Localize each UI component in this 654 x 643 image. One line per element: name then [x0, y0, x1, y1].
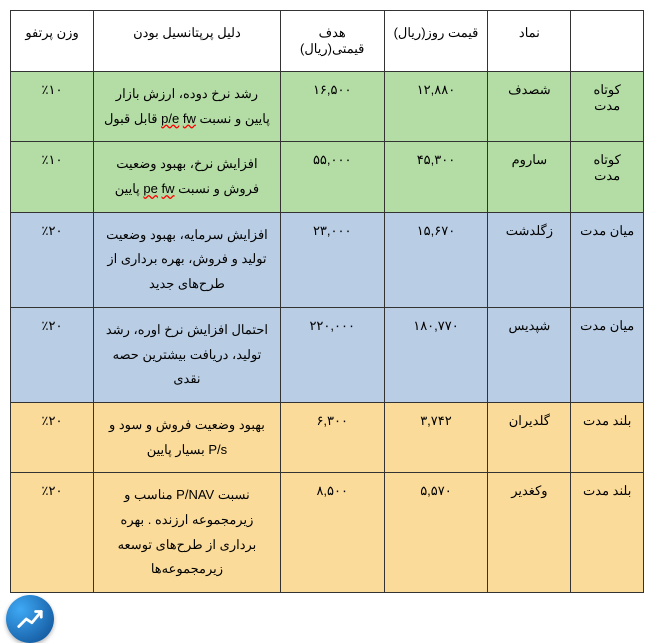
cell-reason: رشد نرخ دوده، ارزش بازار پایین و نسبت p/… [94, 72, 281, 142]
reason-text: افزایش سرمایه، بهبود وضعیت تولید و فروش،… [102, 223, 272, 297]
table-row: کوتاه مدتساروم۴۵,۳۰۰۵۵,۰۰۰افزایش نرخ، به… [11, 142, 644, 212]
cell-day-price: ۴۵,۳۰۰ [384, 142, 488, 212]
cell-target-price: ۵۵,۰۰۰ [280, 142, 384, 212]
header-term [571, 11, 644, 72]
cell-term: میان مدت [571, 307, 644, 402]
cell-weight: ٪۲۰ [11, 473, 94, 593]
cell-symbol: شصدف [488, 72, 571, 142]
chart-arrow-icon [15, 604, 45, 634]
cell-target-price: ۱۶,۵۰۰ [280, 72, 384, 142]
cell-term: میان مدت [571, 212, 644, 307]
reason-text: نسبت P/NAV مناسب و زیرمجموعه ارزنده . به… [102, 483, 272, 582]
reason-text: بهبود وضعیت فروش و سود و P/s بسیار پایین [102, 413, 272, 462]
table-row: بلند مدتگلدیران۳,۷۴۲۶,۳۰۰بهبود وضعیت فرو… [11, 402, 644, 472]
cell-target-price: ۸,۵۰۰ [280, 473, 384, 593]
header-target-price: هدف قیمتی(ریال) [280, 11, 384, 72]
table-row: کوتاه مدتشصدف۱۲,۸۸۰۱۶,۵۰۰رشد نرخ دوده، ا… [11, 72, 644, 142]
cell-symbol: وکغدیر [488, 473, 571, 593]
header-day-price: قیمت روز(ریال) [384, 11, 488, 72]
table-row: میان مدتزگلدشت۱۵,۶۷۰۲۳,۰۰۰افزایش سرمایه،… [11, 212, 644, 307]
cell-target-price: ۲۳,۰۰۰ [280, 212, 384, 307]
cell-weight: ٪۱۰ [11, 142, 94, 212]
table-row: میان مدتشپدیس۱۸۰,۷۷۰۲۲۰,۰۰۰احتمال افزایش… [11, 307, 644, 402]
header-symbol: نماد [488, 11, 571, 72]
cell-day-price: ۳,۷۴۲ [384, 402, 488, 472]
table-row: بلند مدتوکغدیر۵,۵۷۰۸,۵۰۰نسبت P/NAV مناسب… [11, 473, 644, 593]
cell-weight: ٪۱۰ [11, 72, 94, 142]
cell-term: بلند مدت [571, 473, 644, 593]
cell-term: بلند مدت [571, 402, 644, 472]
cell-reason: بهبود وضعیت فروش و سود و P/s بسیار پایین [94, 402, 281, 472]
header-reason: دلیل پرپتانسیل بودن [94, 11, 281, 72]
cell-reason: نسبت P/NAV مناسب و زیرمجموعه ارزنده . به… [94, 473, 281, 593]
reason-text: احتمال افزایش نرخ اوره، رشد تولید، دریاف… [102, 318, 272, 392]
cell-weight: ٪۲۰ [11, 307, 94, 402]
cell-day-price: ۵,۵۷۰ [384, 473, 488, 593]
reason-text: افزایش نرخ، بهبود وضعیت فروش و نسبت pe f… [102, 152, 272, 201]
cell-weight: ٪۲۰ [11, 212, 94, 307]
header-row: نماد قیمت روز(ریال) هدف قیمتی(ریال) دلیل… [11, 11, 644, 72]
cell-target-price: ۲۲۰,۰۰۰ [280, 307, 384, 402]
cell-reason: افزایش نرخ، بهبود وضعیت فروش و نسبت pe f… [94, 142, 281, 212]
reason-text: رشد نرخ دوده، ارزش بازار پایین و نسبت p/… [102, 82, 272, 131]
cell-day-price: ۱۲,۸۸۰ [384, 72, 488, 142]
cell-day-price: ۱۵,۶۷۰ [384, 212, 488, 307]
header-weight: وزن پرتفو [11, 11, 94, 72]
cell-reason: احتمال افزایش نرخ اوره، رشد تولید، دریاف… [94, 307, 281, 402]
cell-reason: افزایش سرمایه، بهبود وضعیت تولید و فروش،… [94, 212, 281, 307]
cell-symbol: شپدیس [488, 307, 571, 402]
cell-day-price: ۱۸۰,۷۷۰ [384, 307, 488, 402]
cell-term: کوتاه مدت [571, 72, 644, 142]
cell-term: کوتاه مدت [571, 142, 644, 212]
cell-target-price: ۶,۳۰۰ [280, 402, 384, 472]
cell-symbol: گلدیران [488, 402, 571, 472]
portfolio-table: نماد قیمت روز(ریال) هدف قیمتی(ریال) دلیل… [10, 10, 644, 593]
cell-symbol: زگلدشت [488, 212, 571, 307]
cell-symbol: ساروم [488, 142, 571, 212]
cell-weight: ٪۲۰ [11, 402, 94, 472]
